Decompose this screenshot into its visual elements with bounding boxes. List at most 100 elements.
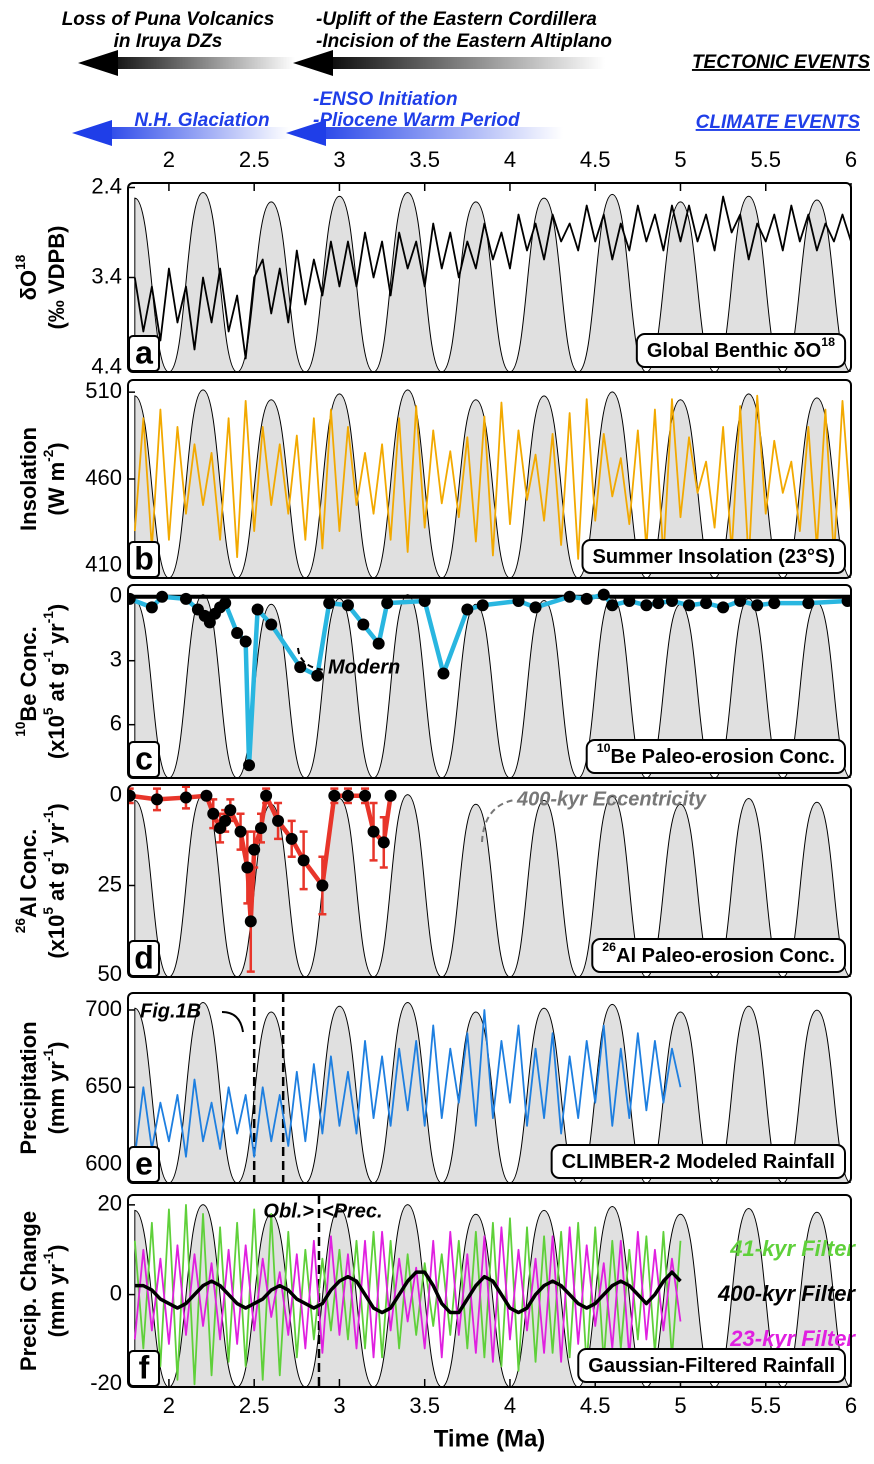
x-axis-label: Time (Ma) [434, 1425, 546, 1452]
y-axis-label: (mm yr-1) [41, 1042, 69, 1135]
data-line [134, 1270, 682, 1315]
y-tick-label: 6 [110, 710, 122, 735]
data-point [323, 597, 336, 610]
panel-frame [127, 784, 852, 978]
data-point [623, 594, 636, 607]
x-tick-label: 5.5 [750, 147, 781, 172]
y-tick-label: 700 [85, 996, 122, 1021]
x-tick-label: 6 [845, 147, 857, 172]
event-text: in Iruya DZs [114, 31, 223, 52]
x-tick-label: 6 [845, 1393, 857, 1418]
data-point [476, 599, 489, 612]
text-run: ) [44, 803, 69, 810]
panel-letter-box [128, 541, 160, 578]
data-point [717, 601, 730, 614]
arrow-head [286, 120, 326, 146]
superscript: -1 [41, 650, 56, 663]
text-run: Be Paleo-erosion Conc. [611, 746, 836, 768]
panel-letter-box [128, 741, 160, 778]
data-point [768, 597, 781, 610]
data-point [512, 594, 525, 607]
y-tick-label: 4.4 [91, 353, 122, 378]
title-box [581, 539, 846, 574]
arrow-shaft [95, 127, 290, 139]
arrow-shaft [100, 57, 295, 69]
plot-area [128, 588, 851, 778]
event-text: Loss of Puna Volcanics [62, 9, 275, 30]
plot-area [128, 785, 851, 977]
y-tick-label: 650 [85, 1073, 122, 1098]
x-tick-label: 2 [163, 1393, 175, 1418]
x-tick-label: 3 [333, 1393, 345, 1418]
eccentricity-area [134, 794, 851, 977]
data-point [200, 789, 213, 802]
text-run: ) [44, 1245, 69, 1252]
data-point [437, 667, 450, 680]
data-point [179, 791, 192, 804]
event-heading: TECTONIC EVENTS [692, 52, 870, 73]
data-point [597, 588, 610, 601]
superscript: -2 [41, 449, 56, 462]
y-tick-label: 2.4 [91, 173, 122, 198]
y-axis-label: (mm yr-1) [41, 1245, 69, 1338]
y-axis-label: 26Al Conc. [13, 829, 41, 933]
annotation: Fig.1B [140, 1000, 201, 1022]
data-point [529, 601, 542, 614]
data-point [156, 590, 169, 603]
data-point [802, 597, 815, 610]
data-point [179, 592, 192, 605]
data-line [133, 1203, 682, 1386]
plot-area [133, 993, 851, 1183]
superscript: 26 [13, 918, 28, 934]
text-run: (x10 [44, 715, 69, 759]
y-axis-label: Precip. Change [16, 1211, 41, 1371]
y-axis-label: (W m-2) [41, 442, 69, 515]
text-run: Gaussian-Filtered Rainfall [588, 1355, 835, 1377]
superscript: -1 [41, 1252, 56, 1265]
y-tick-label: 0 [110, 782, 122, 807]
panel-title: Gaussian-Filtered Rainfall [588, 1355, 835, 1377]
x-tick-label: 3.5 [409, 1393, 440, 1418]
arrow-shaft [308, 127, 563, 139]
event-text: -Uplift of the Eastern Cordillera [316, 9, 597, 30]
event-text: -Incision of the Eastern Altiplano [316, 31, 612, 52]
y-tick-label: 410 [85, 552, 122, 577]
title-box [585, 739, 846, 774]
data-point [381, 597, 394, 610]
data-point [328, 789, 341, 802]
text-run: Be Conc. [16, 626, 41, 721]
legend-label: 400-kyr Filter [717, 1281, 856, 1306]
x-tick-label: 5.5 [750, 1393, 781, 1418]
data-point [418, 594, 431, 607]
panel-letter: d [134, 939, 154, 975]
data-point [243, 759, 256, 772]
pointer [221, 1011, 244, 1033]
data-point [311, 669, 324, 682]
panel-title: 10Be Paleo-erosion Conc. [597, 741, 835, 768]
text-run: ) [44, 1042, 69, 1049]
panel-letter: c [135, 740, 153, 776]
panel-title: Summer Insolation (23°S) [593, 546, 836, 568]
panel-frame [127, 992, 852, 1184]
panel-frame [127, 584, 852, 779]
data-point [272, 814, 285, 827]
title-box [550, 1144, 846, 1179]
data-point [359, 789, 372, 802]
data-point [128, 592, 136, 605]
data-point [751, 599, 764, 612]
y-tick-label: 0 [110, 583, 122, 608]
y-axis-label: (x105 at g-1 yr-1) [41, 604, 69, 759]
title-box [577, 1348, 846, 1383]
text-run: at g [44, 862, 69, 907]
arrow-head [72, 120, 112, 146]
x-tick-label: 5 [674, 1393, 686, 1418]
data-point [341, 789, 354, 802]
arrow-head [293, 50, 333, 76]
x-tick-label: 4 [504, 1393, 516, 1418]
superscript: 5 [41, 707, 56, 715]
panel-letter-box [128, 1350, 160, 1387]
annotation: Obl.> [263, 1200, 314, 1222]
title-box [635, 333, 847, 368]
panel-title: CLIMBER-2 Modeled Rainfall [562, 1151, 835, 1173]
